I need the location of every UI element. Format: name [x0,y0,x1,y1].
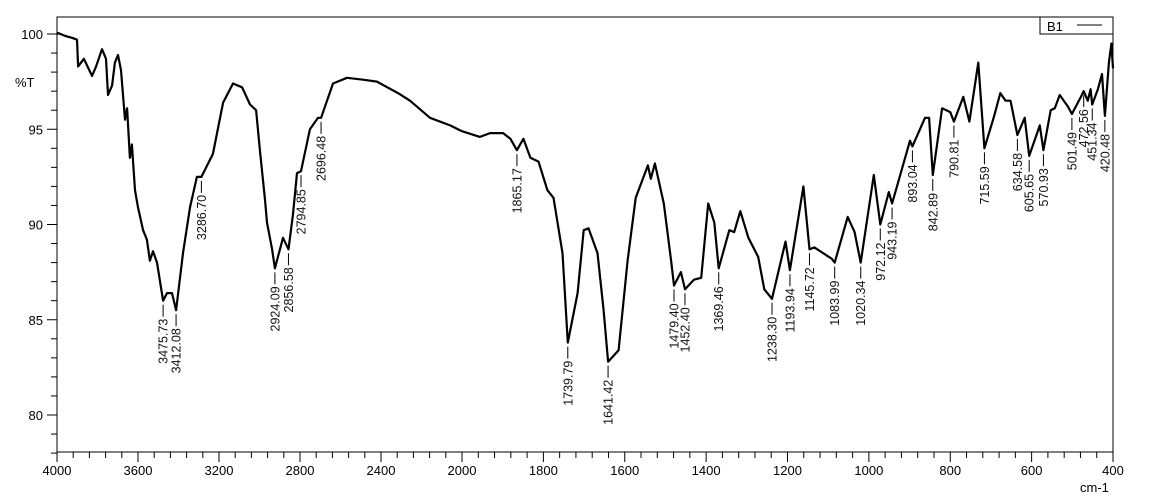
x-axis: 4000 3600 3200 2800 2400 2000 1800 1600 1400 1200… [43,452,1124,478]
x-tick-label: 600 [1021,463,1043,478]
peak-label: 1479.40 [667,303,681,348]
peak-label: 3286.70 [195,195,209,240]
peak-label: 2794.85 [295,189,309,234]
x-tick-label: 4000 [43,463,72,478]
y-tick-label: 90 [29,218,43,233]
y-tick-label: 95 [29,122,43,137]
peak-label: 2696.48 [315,136,329,181]
x-tick-label: 1000 [854,463,883,478]
series-line-b1 [56,31,1115,363]
peak-label: 842.89 [926,193,940,231]
peak-label: 605.65 [1023,174,1037,212]
x-tick-label: 3600 [124,463,153,478]
peak-label: 634.58 [1011,153,1025,191]
peak-label: 1193.94 [783,288,797,332]
x-tick-label: 1200 [773,463,802,478]
peak-label: 3412.08 [170,328,184,373]
peak-label: 1020.34 [854,281,868,326]
legend-box [1039,16,1114,35]
peak-label: 1452.40 [678,307,692,352]
peak-label: 715.59 [978,166,992,204]
legend: B1 [1039,16,1114,35]
peak-label: 943.19 [886,221,900,259]
peak-label: 1369.46 [712,286,726,331]
peak-label: 472.56 [1077,109,1091,147]
x-tick-label: 2800 [286,463,315,478]
legend-label-b1: B1 [1047,19,1063,34]
x-tick-label: 400 [1102,463,1124,478]
peak-label: 893.04 [906,164,920,202]
x-axis-label: cm-1 [1080,480,1109,495]
peak-label: 570.93 [1037,168,1051,206]
peak-label: 1641.42 [602,380,616,425]
peak-label: 451.34 [1086,122,1100,160]
x-tick-label: 1400 [692,463,721,478]
peak-label: 1865.17 [510,168,524,213]
x-tick-label: 2000 [448,463,477,478]
x-tick-label: 1600 [610,463,639,478]
x-tick-label: 2400 [367,463,396,478]
y-axis: 100 95 90 85 80 [21,27,57,454]
plot-frame [56,16,1114,453]
y-tick-label: 85 [29,313,43,328]
x-tick-label: 3200 [205,463,234,478]
peak-label: 501.49 [1065,132,1079,170]
peak-label: 420.48 [1098,134,1112,172]
y-tick-label: 80 [29,408,43,423]
peak-label: 1145.72 [803,267,817,311]
peak-label: 2924.09 [268,286,282,331]
y-tick-label: 100 [21,27,43,42]
x-tick-label: 800 [939,463,961,478]
y-axis-label: %T [15,75,35,90]
peak-label: 972.12 [874,242,888,280]
x-tick-label: 1800 [529,463,558,478]
peak-label: 1083.99 [828,281,842,326]
peak-label: 3475.73 [157,319,171,364]
peak-label: 2856.58 [282,267,296,312]
peak-label: 1238.30 [766,317,780,362]
peak-label: 790.81 [947,140,961,178]
peak-label: 1739.79 [561,361,575,406]
